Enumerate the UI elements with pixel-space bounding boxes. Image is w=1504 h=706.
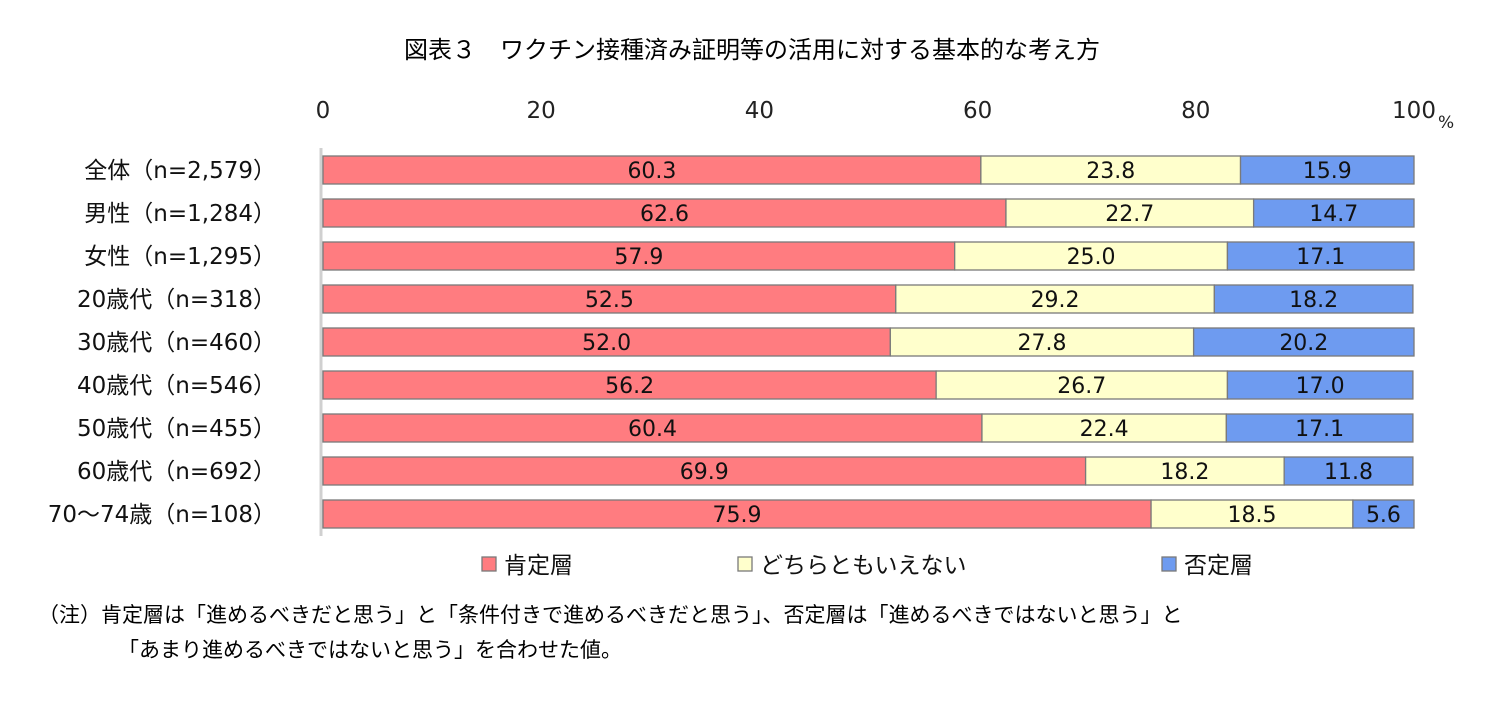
bar-segment — [322, 413, 983, 443]
data-label: 11.8 — [1324, 460, 1373, 485]
data-label: 22.4 — [1080, 417, 1129, 442]
footnote-line-1: （注）肯定層は「進めるべきだと思う」と「条件付きで進めるべきだと思う」、否定層は… — [38, 603, 1183, 627]
x-tick-label: 20 — [527, 98, 556, 124]
legend-label: 肯定層 — [504, 553, 573, 579]
bar-segment — [322, 499, 1152, 529]
data-label: 23.8 — [1086, 159, 1135, 184]
data-label: 18.2 — [1160, 460, 1209, 485]
bar-segment — [1192, 327, 1415, 357]
bar-segment — [322, 327, 891, 357]
bar-segment — [889, 327, 1195, 357]
data-label: 52.0 — [582, 331, 631, 356]
category-label: 70～74歳（n=108） — [48, 502, 276, 528]
bar-segment — [1226, 370, 1414, 400]
bar-segment — [1252, 198, 1415, 228]
legend-swatch — [481, 556, 497, 572]
data-label: 69.9 — [680, 460, 729, 485]
category-label: 30歳代（n=460） — [77, 330, 276, 356]
data-label: 75.9 — [713, 503, 762, 528]
data-label: 15.9 — [1303, 159, 1352, 184]
category-label: 女性（n=1,295） — [84, 244, 276, 270]
data-label: 14.7 — [1309, 202, 1358, 227]
legend-label: 否定層 — [1184, 553, 1253, 579]
bar-segment — [322, 198, 1007, 228]
legend-label: どちらともいえない — [760, 553, 967, 579]
stacked-bar-chart: 0 20 40 60 80 100 % 全体（n=2,579） 60.3 23.8 15.9 男性（n… — [48, 98, 1454, 579]
bar-segment — [1283, 456, 1414, 486]
data-label: 18.5 — [1227, 503, 1276, 528]
data-label: 60.3 — [627, 159, 676, 184]
x-tick-label: 0 — [316, 98, 331, 124]
data-label: 62.6 — [640, 202, 689, 227]
x-tick-label: 60 — [963, 98, 992, 124]
category-label: 20歳代（n=318） — [77, 287, 276, 313]
data-label: 22.7 — [1105, 202, 1154, 227]
x-tick-label: 100 — [1392, 98, 1436, 124]
data-label: 17.1 — [1296, 245, 1345, 270]
bar-segment — [1225, 413, 1414, 443]
data-label: 56.2 — [605, 374, 654, 399]
category-label: 40歳代（n=546） — [77, 373, 276, 399]
data-label: 60.4 — [628, 417, 677, 442]
bar-segment — [1352, 499, 1415, 529]
data-label: 5.6 — [1366, 503, 1401, 528]
bar-segment — [980, 155, 1242, 185]
data-label: 27.8 — [1017, 331, 1066, 356]
data-label: 52.5 — [585, 288, 634, 313]
chart-title: 図表３ ワクチン接種済み証明等の活用に対する基本的な考え方 — [404, 36, 1100, 64]
bar-segment — [322, 284, 897, 314]
x-tick-label: 80 — [1181, 98, 1210, 124]
data-label: 29.2 — [1031, 288, 1080, 313]
data-label: 57.9 — [614, 245, 663, 270]
data-label: 25.0 — [1067, 245, 1116, 270]
data-label: 17.1 — [1295, 417, 1344, 442]
bar-segment — [895, 284, 1215, 314]
data-label: 18.2 — [1289, 288, 1338, 313]
x-tick-label: 40 — [745, 98, 774, 124]
bar-segment — [1150, 499, 1354, 529]
category-label: 60歳代（n=692） — [77, 459, 276, 485]
data-label: 17.0 — [1296, 374, 1345, 399]
bar-segment — [322, 456, 1087, 486]
bar-segment — [1239, 155, 1415, 185]
bar-segment — [981, 413, 1227, 443]
footnote: （注）肯定層は「進めるべきだと思う」と「条件付きで進めるべきだと思う」、否定層は… — [38, 598, 1478, 668]
bar-segment — [1213, 284, 1414, 314]
bar-segment — [322, 155, 982, 185]
data-label: 20.2 — [1279, 331, 1328, 356]
bar-segment — [1226, 241, 1415, 271]
legend-swatch — [737, 556, 753, 572]
data-label: 26.7 — [1057, 374, 1106, 399]
legend-swatch — [1161, 556, 1177, 572]
category-label: 全体（n=2,579） — [84, 158, 276, 184]
footnote-line-2: 「あまり進めるべきではないと思う」を合わせた値。 — [118, 638, 622, 662]
x-axis-unit: % — [1438, 113, 1454, 133]
category-label: 50歳代（n=455） — [77, 416, 276, 442]
category-label: 男性（n=1,284） — [84, 201, 276, 227]
